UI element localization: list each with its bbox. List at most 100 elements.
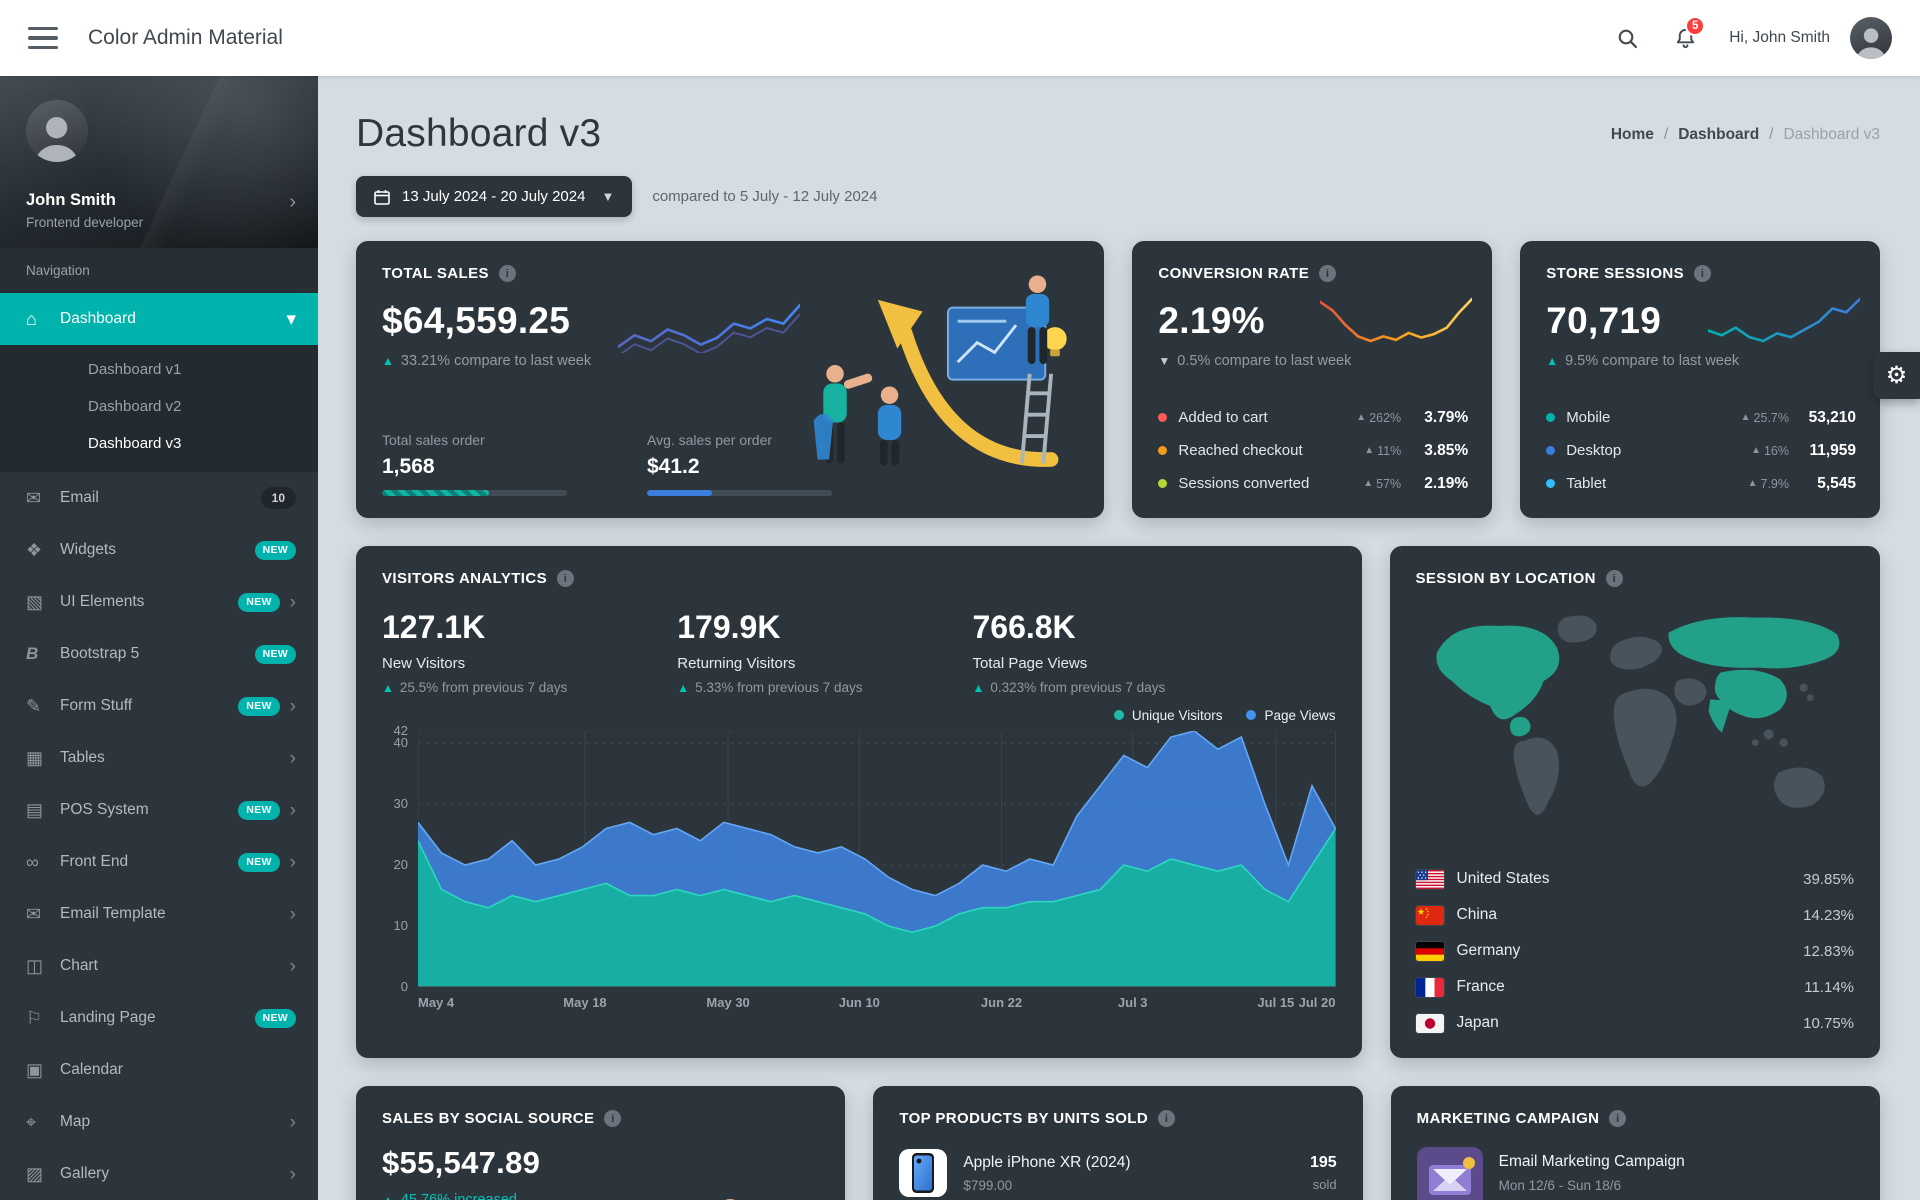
notifications-button[interactable]: 5 [1663,16,1707,60]
new-badge: NEW [238,852,280,872]
trend-up-icon: ▲ [382,680,394,695]
flag-icon-cn [1415,905,1444,925]
session-by-location-card: SESSION BY LOCATION [1389,546,1880,1058]
info-icon[interactable] [1319,265,1337,282]
sidebar-item-email[interactable]: ✉ Email 10 [0,472,318,524]
main-content: Dashboard v3 Home / Dashboard / Dashboard v3… [318,76,1920,1200]
info-icon[interactable] [1694,265,1712,282]
x-axis-labels: May 4 May 18 May 30 Jun 10 Jun 22 Jul 3 Jul 15… [418,995,1336,1019]
new-visitors-stat: 127.1K New Visitors ▲ 25.5% from previous… [382,609,568,695]
new-badge: NEW [238,592,280,612]
map-icon: ⌖ [26,1111,37,1132]
location-row-china: China 14.23% [1415,897,1854,933]
menu-toggle-button[interactable] [28,27,58,49]
sessions-breakdown: Mobile ▲ 25.7% 53,210 Desktop ▲ 16% 11,959 Table… [1546,401,1856,500]
sidebar-subitem-dashboard-v1[interactable]: Dashboard v1 [88,361,182,378]
breakdown-change: ▲ 11% [1364,443,1402,458]
sidebar-subitem-dashboard-v3[interactable]: Dashboard v3 [88,435,182,452]
info-icon[interactable] [1605,570,1623,587]
user-avatar[interactable] [1850,17,1892,59]
calendar-icon [374,189,390,205]
sessions-sparkline [1708,293,1860,347]
y-axis-labels: 0 10 20 30 40 42 [382,724,418,994]
breakdown-value: 53,210 [1808,408,1856,426]
visitors-area-chart [418,731,1336,987]
breakdown-value: 3.85% [1424,441,1469,459]
new-badge: NEW [254,644,296,664]
person-silhouette-icon [1856,28,1886,59]
bootstrap-icon: B [26,644,39,663]
info-icon[interactable] [557,570,575,587]
sidebar-item-label: Front End [60,853,129,870]
chevron-right-icon: › [289,955,296,977]
sidebar-subitem-dashboard-v2[interactable]: Dashboard v2 [88,398,182,415]
product-price: $799.00 [963,1177,1013,1193]
breakdown-label: Tablet [1566,475,1607,492]
count-badge: 10 [260,487,296,509]
legend-item-page-views[interactable]: Page Views [1246,705,1336,725]
store-sessions-card: STORE SESSIONS 70,719 ▲ 9.5% compare to l… [1520,241,1880,518]
card-title: STORE SESSIONS [1546,265,1685,282]
card-title: TOTAL SALES [382,265,489,282]
breadcrumb: Home / Dashboard / Dashboard v3 [1611,126,1880,144]
flag-icon-de [1415,941,1444,961]
sidebar-item-map[interactable]: ⌖ Map › [0,1096,318,1148]
date-range-button[interactable]: 13 July 2024 - 20 July 2024 ▼ [356,176,633,217]
widgets-icon: ❖ [26,539,43,560]
sidebar-item-label: Dashboard [60,310,136,327]
trend-up-icon: ▲ [1363,478,1374,489]
chevron-down-icon: ▼ [601,189,615,204]
nav-section-label: Navigation [0,248,318,293]
search-button[interactable] [1605,16,1649,60]
sidebar-profile[interactable]: John Smith Frontend developer › [0,76,318,248]
profile-role: Frontend developer [26,215,144,230]
sidebar-item-label: Gallery [60,1165,110,1182]
sidebar-item-dashboard[interactable]: ⌂ Dashboard ▾ [0,293,318,345]
sidebar-item-label: Form Stuff [60,697,133,714]
flag-icon-us [1415,869,1444,889]
chart-legend: Unique Visitors Page Views [382,705,1336,725]
card-title: SALES BY SOCIAL SOURCE [382,1110,595,1127]
series-dot [1546,479,1556,488]
info-icon[interactable] [1609,1110,1627,1127]
theme-settings-button[interactable] [1873,352,1920,399]
sidebar-item-gallery[interactable]: ▨ Gallery › [0,1148,318,1200]
country-name: China [1456,906,1498,923]
sidebar-item-bootstrap-5[interactable]: B Bootstrap 5 NEW [0,628,318,680]
sidebar-item-front-end[interactable]: ∞ Front End NEW › [0,836,318,888]
breadcrumb-item-dashboard[interactable]: Dashboard [1678,126,1760,143]
legend-item-unique-visitors[interactable]: Unique Visitors [1113,705,1222,725]
sidebar-item-pos-system[interactable]: ▤ POS System NEW › [0,784,318,836]
breakdown-change: ▲ 7.9% [1747,476,1789,491]
conversion-sparkline [1320,293,1472,347]
info-icon[interactable] [1158,1110,1176,1127]
campaign-row[interactable]: Email Marketing Campaign Mon 12/6 - Sun … [1416,1147,1854,1200]
breakdown-row-mobile: Mobile ▲ 25.7% 53,210 [1546,401,1856,434]
email-template-icon: ✉ [26,903,42,924]
sidebar-item-calendar[interactable]: ▣ Calendar [0,1044,318,1096]
trend-up-icon: ▲ [972,680,985,695]
sidebar-item-email-template[interactable]: ✉ Email Template › [0,888,318,940]
sidebar-item-chart[interactable]: ◫ Chart › [0,940,318,992]
x-tick-label: Jun 22 [980,995,1023,1010]
social-illustration [569,1194,831,1200]
sidebar-item-form-stuff[interactable]: ✎ Form Stuff NEW › [0,680,318,732]
trend-down-icon: ▼ [1158,354,1171,368]
breadcrumb-separator: / [1663,126,1669,143]
breadcrumb-item-home[interactable]: Home [1610,126,1654,143]
info-icon[interactable] [604,1110,622,1127]
sidebar-item-landing-page[interactable]: ⚐ Landing Page NEW [0,992,318,1044]
sidebar-item-ui-elements[interactable]: ▧ UI Elements NEW › [0,576,318,628]
profile-avatar [26,100,88,162]
y-tick-label: 20 [393,857,408,873]
x-tick-label: May 18 [563,995,607,1010]
sidebar-item-tables[interactable]: ▦ Tables › [0,732,318,784]
info-icon[interactable] [498,265,516,282]
chevron-down-icon: ▾ [286,308,296,330]
breakdown-value: 2.19% [1424,474,1469,492]
sidebar-item-widgets[interactable]: ❖ Widgets NEW [0,524,318,576]
location-list: United States 39.85% China 14.23% Germany 12.… [1415,861,1854,1041]
series-dot [1158,413,1168,422]
product-row[interactable]: Apple iPhone XR (2024) $799.00 195 sold [899,1149,1337,1197]
returning-visitors-stat: 179.9K Returning Visitors ▲ 5.33% from pr… [677,609,863,695]
